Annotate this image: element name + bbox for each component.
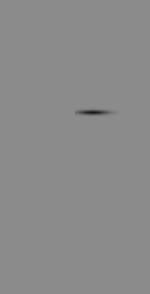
- Text: 55: 55: [4, 112, 17, 122]
- Bar: [0, 0, 75, 294]
- Text: 25: 25: [4, 186, 17, 196]
- Bar: [75, 0, 150, 294]
- Text: 130: 130: [0, 32, 17, 42]
- Text: 35: 35: [4, 155, 17, 165]
- Text: 10: 10: [4, 272, 17, 282]
- Text: 100: 100: [0, 56, 17, 66]
- Text: 15: 15: [4, 234, 17, 244]
- Text: 170: 170: [0, 7, 17, 17]
- Text: 70: 70: [4, 90, 17, 100]
- Text: 40: 40: [4, 142, 17, 152]
